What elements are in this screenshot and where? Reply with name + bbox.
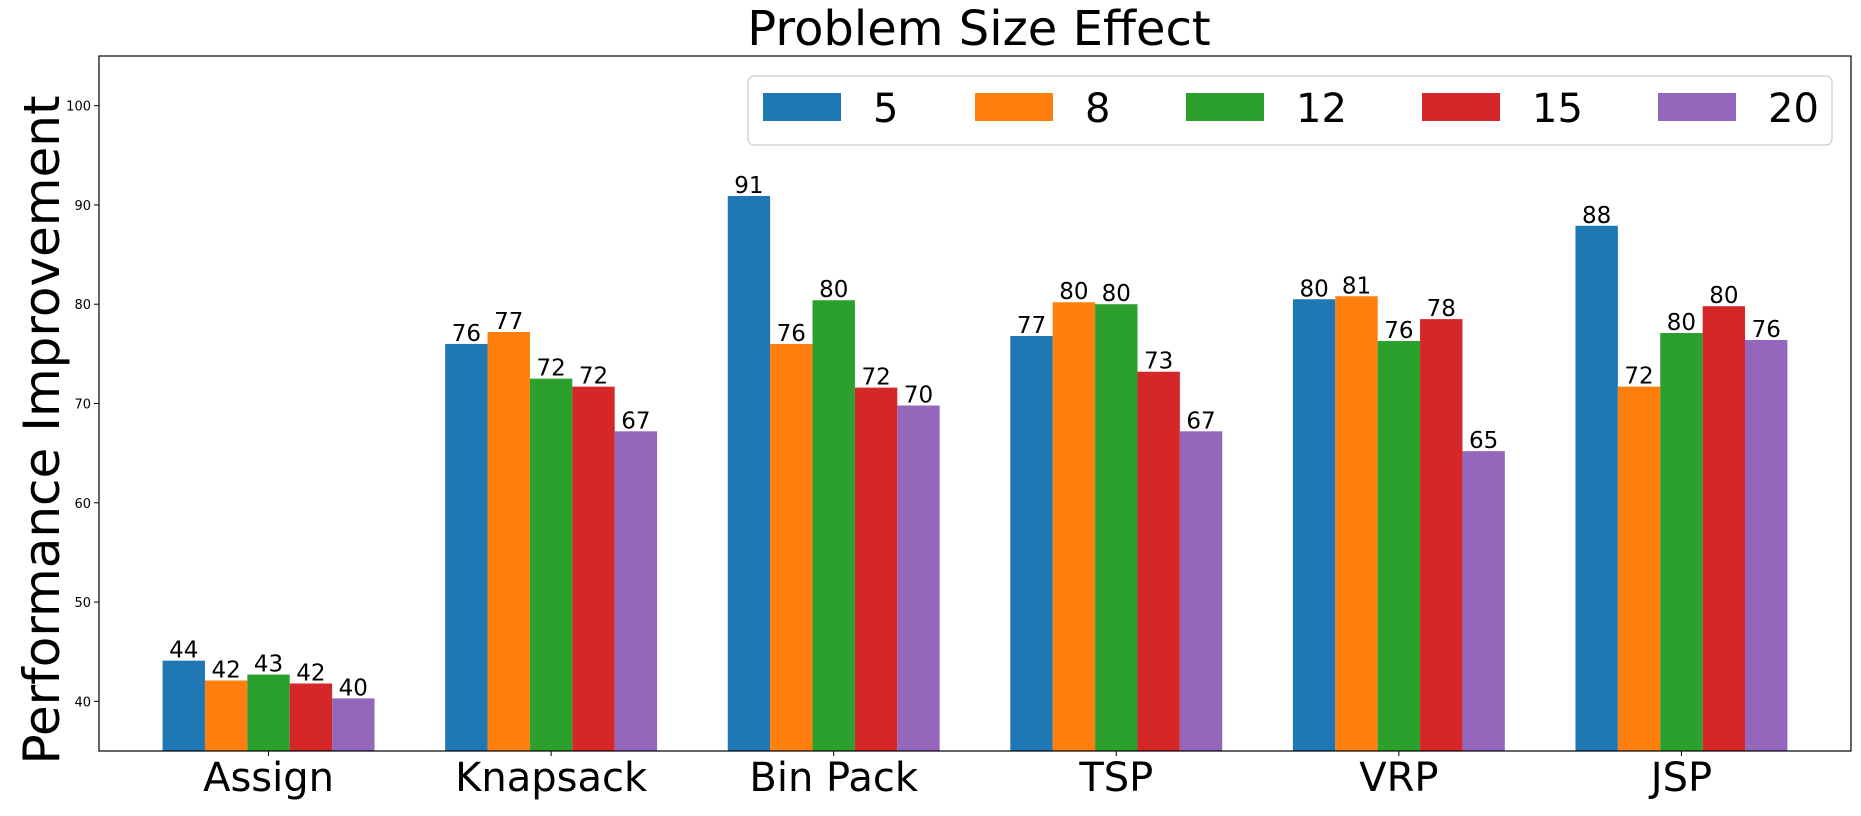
legend-swatch-8	[975, 93, 1053, 121]
legend-label-12: 12	[1296, 86, 1347, 132]
x-tick-label: Knapsack	[455, 755, 648, 801]
value-label: 76	[777, 321, 806, 347]
bars-layer	[162, 195, 1788, 752]
value-label: 80	[819, 277, 848, 303]
bar-vrp-size-8	[1335, 296, 1378, 751]
value-labels-layer: 44 76 91 77 80 88 42 77 76 80 81 72 43 72 80 80 76 80 42 72…	[169, 173, 1781, 701]
value-label: 67	[1186, 408, 1215, 434]
bar-assign-size-15	[289, 683, 333, 751]
y-tick-label: 70	[74, 398, 91, 413]
legend-swatch-20	[1658, 93, 1736, 121]
bar-assign-size-20	[332, 698, 375, 751]
value-label: 80	[1102, 281, 1131, 307]
value-label: 40	[339, 675, 368, 701]
value-label: 72	[861, 365, 890, 391]
bar-vrp-size-20	[1462, 451, 1505, 751]
value-label: 77	[494, 309, 523, 335]
bar-knapsack-size-12	[529, 378, 573, 751]
legend-label-8: 8	[1085, 86, 1110, 132]
value-label: 70	[904, 382, 933, 408]
value-label: 91	[734, 173, 763, 199]
bar-bin-pack-size-5	[727, 195, 771, 752]
bar-knapsack-size-8	[487, 332, 530, 751]
bar-jsp-size-20	[1745, 339, 1788, 751]
x-tick-label: JSP	[1648, 755, 1712, 801]
x-tick-label: TSP	[1078, 755, 1153, 801]
value-label: 81	[1342, 273, 1371, 299]
value-label: 88	[1582, 203, 1611, 229]
y-tick-label: 80	[74, 298, 91, 313]
value-label: 77	[1017, 313, 1046, 339]
x-axis-ticks: Assign Knapsack Bin Pack TSP VRP JSP	[203, 751, 1712, 801]
value-label: 80	[1299, 276, 1328, 302]
legend-label-20: 20	[1768, 86, 1819, 132]
x-tick-label: VRP	[1359, 755, 1438, 801]
y-tick-label: 50	[74, 596, 91, 611]
value-label: 76	[1384, 318, 1413, 344]
bar-bin-pack-size-12	[812, 300, 855, 751]
bar-bin-pack-size-20	[897, 405, 940, 751]
value-label: 44	[169, 638, 198, 664]
legend: 5 8 12 15 20	[747, 75, 1833, 146]
bar-tsp-size-15	[1137, 371, 1180, 751]
legend-swatch-12	[1186, 93, 1264, 121]
x-tick-label: Assign	[203, 755, 334, 801]
bar-jsp-size-8	[1617, 386, 1661, 751]
legend-label-15: 15	[1532, 86, 1583, 132]
value-label: 76	[1752, 317, 1781, 343]
y-tick-label: 60	[74, 497, 91, 512]
x-tick-label: Bin Pack	[749, 755, 918, 801]
bar-assign-size-5	[162, 660, 205, 751]
bar-assign-size-12	[247, 674, 290, 751]
bar-bin-pack-size-15	[854, 387, 898, 751]
y-axis-ticks: 40 50 60 70 80 90 100	[66, 100, 99, 710]
value-label: 42	[296, 660, 325, 686]
y-tick-label: 100	[66, 100, 91, 115]
value-label: 80	[1709, 283, 1738, 309]
legend-swatch-15	[1422, 93, 1500, 121]
bar-jsp-size-15	[1702, 306, 1746, 751]
value-label: 78	[1427, 296, 1456, 322]
bar-tsp-size-5	[1010, 335, 1053, 751]
value-label: 42	[212, 658, 241, 684]
value-label: 76	[452, 321, 481, 347]
value-label: 73	[1144, 349, 1173, 375]
bar-jsp-size-12	[1660, 333, 1703, 751]
y-tick-label: 90	[74, 199, 91, 214]
bar-vrp-size-5	[1292, 299, 1336, 751]
plot-frame	[98, 55, 1852, 752]
bar-knapsack-size-20	[614, 431, 658, 751]
bar-knapsack-size-5	[445, 343, 488, 751]
bar-vrp-size-12	[1377, 340, 1421, 751]
bar-tsp-size-20	[1179, 431, 1223, 751]
bar-assign-size-8	[204, 680, 248, 751]
bar-jsp-size-5	[1575, 225, 1618, 751]
value-label: 72	[579, 364, 608, 390]
legend-swatch-5	[763, 93, 841, 121]
y-tick-label: 40	[74, 695, 91, 710]
value-label: 72	[536, 356, 565, 382]
value-label: 80	[1667, 310, 1696, 336]
bar-knapsack-size-15	[572, 386, 615, 751]
value-label: 43	[254, 652, 283, 678]
value-label: 80	[1059, 279, 1088, 305]
bar-tsp-size-8	[1052, 302, 1096, 751]
bar-bin-pack-size-8	[770, 343, 813, 751]
value-label: 65	[1469, 428, 1498, 454]
chart-title: Problem Size Effect	[747, 1, 1210, 57]
value-label: 72	[1624, 364, 1653, 390]
bar-vrp-size-15	[1420, 319, 1463, 751]
y-axis-label: Performance Improvement	[13, 95, 71, 764]
legend-label-5: 5	[873, 86, 898, 132]
bar-tsp-size-12	[1095, 304, 1138, 751]
value-label: 67	[621, 408, 650, 434]
